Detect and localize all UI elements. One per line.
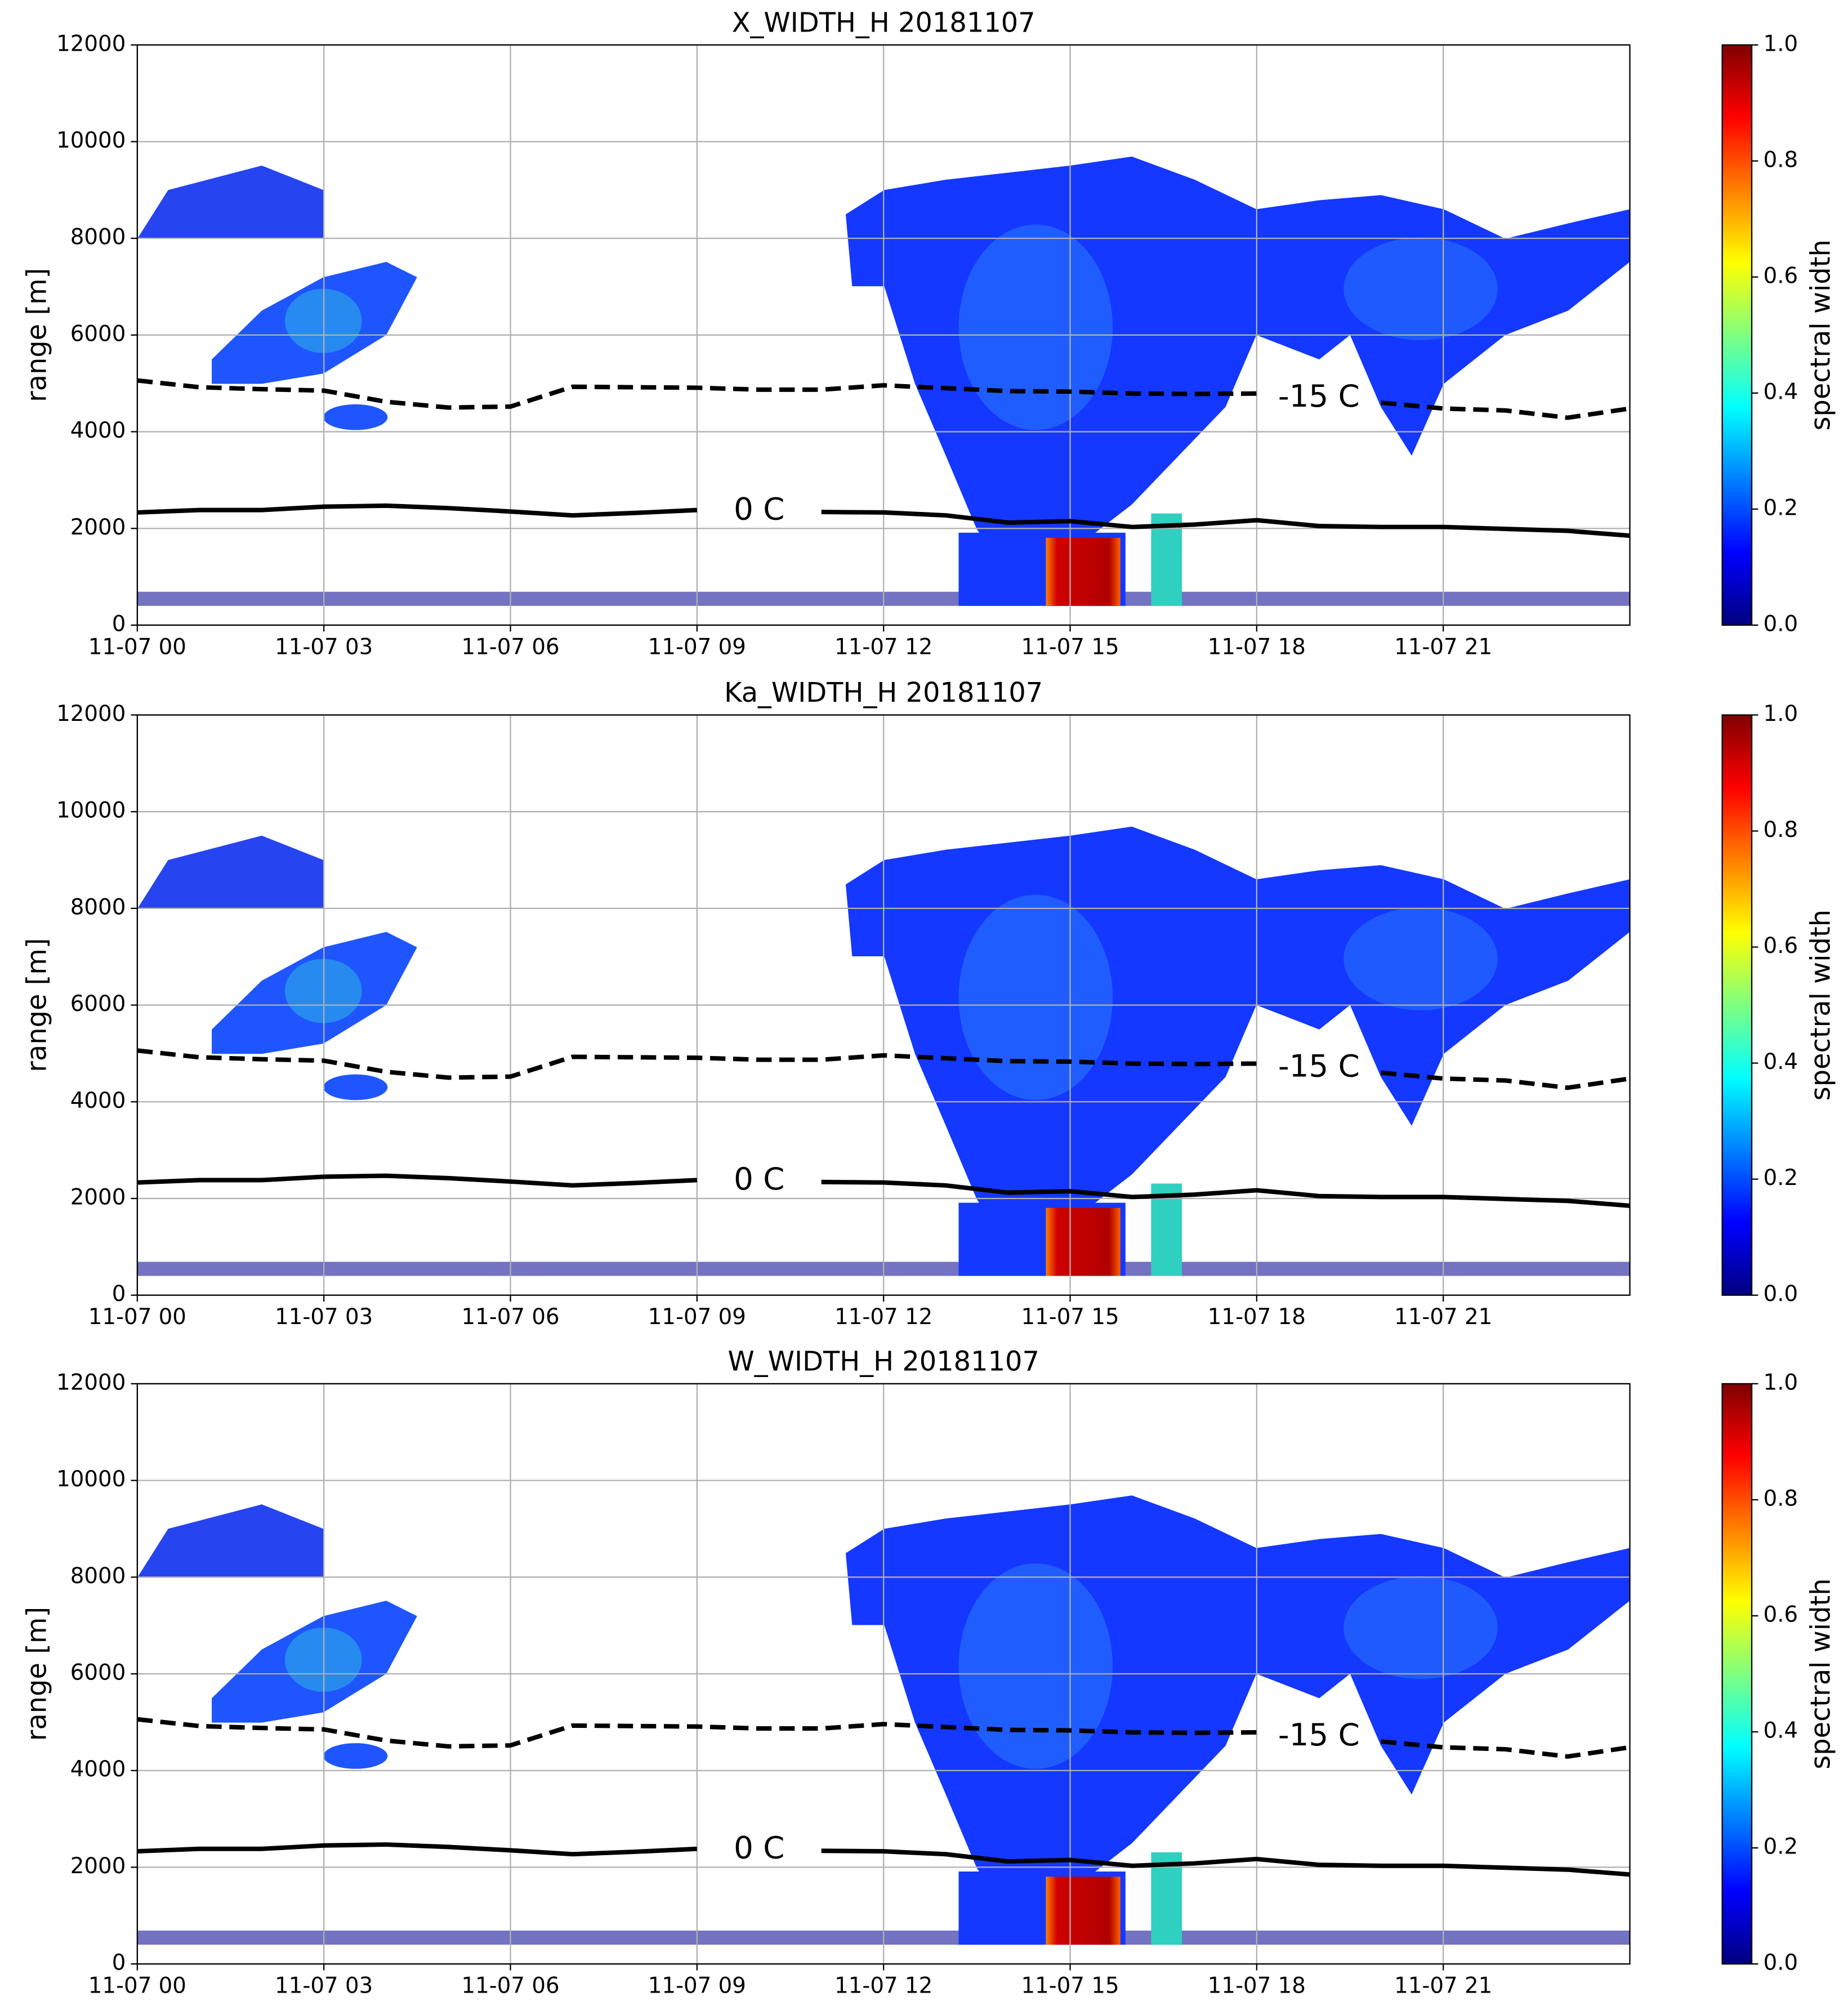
colorbar-tick-label: 0.6 [1764, 1602, 1798, 1628]
colorbar-tick-label: 0.6 [1764, 263, 1798, 288]
colorbar-tick-label: 0.8 [1764, 1486, 1798, 1511]
x-tick-label: 11-07 12 [834, 634, 932, 660]
colorbar [1721, 714, 1753, 1296]
y-tick-label: 2000 [70, 1184, 126, 1210]
x-tick-label: 11-07 06 [461, 1973, 559, 1999]
y-tick-label: 4000 [70, 1757, 126, 1782]
colorbar-tick-label: 0.4 [1764, 379, 1798, 404]
panel: 11-07 00 11-07 03 11-07 06 11-07 09 11-07 12… [21, 1346, 1836, 1998]
x-tick-label: 11-07 12 [834, 1973, 932, 1999]
colorbar-tick-label: 1.0 [1764, 701, 1798, 727]
x-tick-label: 11-07 18 [1208, 1304, 1306, 1330]
colorbar-label: spectral width [1805, 1578, 1836, 1769]
x-tick-label: 11-07 15 [1021, 1304, 1119, 1330]
x-tick-label: 11-07 03 [275, 1973, 373, 1999]
plot-frame [136, 44, 1631, 626]
y-tick-label: 6000 [70, 321, 126, 346]
panel: 11-07 00 11-07 03 11-07 06 11-07 09 11-07 12… [21, 7, 1836, 660]
colorbar-tick-label: 0.0 [1764, 1281, 1798, 1307]
isotherm-label: -15 C [1278, 1717, 1360, 1753]
isotherm-line [137, 1717, 1631, 1759]
y-tick-label: 8000 [70, 225, 126, 250]
colorbar [1721, 44, 1753, 626]
x-tick-label: 11-07 06 [461, 1304, 559, 1330]
x-tick-label: 11-07 09 [648, 1973, 746, 1999]
y-tick-label: 12000 [56, 31, 126, 56]
chart-title: X_WIDTH_H 20181107 [732, 7, 1035, 38]
x-tick-label: 11-07 21 [1394, 634, 1492, 660]
y-tick-label: 12000 [56, 1370, 126, 1395]
isotherm-line [137, 1173, 1630, 1208]
plot-frame [136, 1383, 1631, 1965]
x-tick-label: 11-07 21 [1394, 1973, 1492, 1999]
x-tick-label: 11-07 15 [1021, 1973, 1119, 1999]
chart-title: W_WIDTH_H 20181107 [727, 1346, 1039, 1377]
colorbar-tick-label: 1.0 [1764, 31, 1798, 56]
x-tick-label: 11-07 06 [461, 634, 559, 660]
x-tick-label: 11-07 00 [88, 1304, 186, 1330]
colorbar-tick-label: 0.8 [1764, 817, 1798, 843]
isotherm-label: 0 C [734, 1161, 784, 1197]
y-tick-label: 10000 [56, 1467, 126, 1492]
isotherm-line [137, 378, 1631, 420]
y-tick-label: 10000 [56, 798, 126, 823]
y-tick-label: 4000 [70, 1088, 126, 1113]
y-tick-label: 2000 [70, 515, 126, 540]
colorbar [1721, 1383, 1753, 1965]
y-tick-label: 0 [112, 1281, 126, 1307]
colorbar-label: spectral width [1805, 239, 1836, 430]
x-tick-label: 11-07 00 [88, 1973, 186, 1999]
y-tick-label: 2000 [70, 1853, 126, 1879]
x-tick-label: 11-07 21 [1394, 1304, 1492, 1330]
x-tick-label: 11-07 09 [648, 634, 746, 660]
x-tick-label: 11-07 00 [88, 634, 186, 660]
isotherm-label: -15 C [1278, 1048, 1360, 1084]
x-tick-label: 11-07 15 [1021, 634, 1119, 660]
colorbar-label: spectral width [1805, 910, 1836, 1100]
x-tick-label: 11-07 18 [1208, 1973, 1306, 1999]
x-tick-label: 11-07 03 [275, 1304, 373, 1330]
colorbar-tick-label: 0.4 [1764, 1049, 1798, 1075]
x-tick-label: 11-07 03 [275, 634, 373, 660]
isotherm-label: 0 C [734, 1830, 784, 1866]
isotherm-label: 0 C [734, 491, 784, 527]
colorbar-tick-label: 0.0 [1764, 611, 1798, 636]
chart-title: Ka_WIDTH_H 20181107 [724, 678, 1043, 709]
y-tick-label: 6000 [70, 1660, 126, 1686]
isotherm-label: -15 C [1278, 378, 1360, 414]
y-axis-label: range [m] [21, 268, 52, 402]
isotherm-line [137, 1048, 1631, 1090]
isotherm-line [137, 1842, 1630, 1877]
panel: 11-07 00 11-07 03 11-07 06 11-07 09 11-07 12… [21, 678, 1836, 1330]
x-tick-label: 11-07 09 [648, 1304, 746, 1330]
y-tick-label: 4000 [70, 418, 126, 443]
y-tick-label: 8000 [70, 894, 126, 920]
plot-frame [136, 714, 1631, 1296]
y-axis-label: range [m] [21, 1607, 52, 1741]
colorbar-tick-label: 0.2 [1764, 495, 1798, 520]
colorbar-tick-label: 0.4 [1764, 1718, 1798, 1744]
y-axis-label: range [m] [21, 938, 52, 1072]
isotherm-line [137, 503, 1630, 538]
x-tick-label: 11-07 18 [1208, 634, 1306, 660]
colorbar-tick-label: 0.6 [1764, 933, 1798, 959]
colorbar-tick-label: 0.8 [1764, 147, 1798, 172]
y-tick-label: 0 [112, 611, 126, 636]
y-tick-label: 6000 [70, 991, 126, 1017]
colorbar-tick-label: 0.0 [1764, 1950, 1798, 1976]
y-tick-label: 8000 [70, 1563, 126, 1589]
x-tick-label: 11-07 12 [834, 1304, 932, 1330]
colorbar-tick-label: 1.0 [1764, 1370, 1798, 1395]
colorbar-tick-label: 0.2 [1764, 1165, 1798, 1191]
y-tick-label: 12000 [56, 701, 126, 727]
colorbar-tick-label: 0.2 [1764, 1834, 1798, 1860]
y-tick-label: 10000 [56, 128, 126, 153]
y-tick-label: 0 [112, 1950, 126, 1976]
